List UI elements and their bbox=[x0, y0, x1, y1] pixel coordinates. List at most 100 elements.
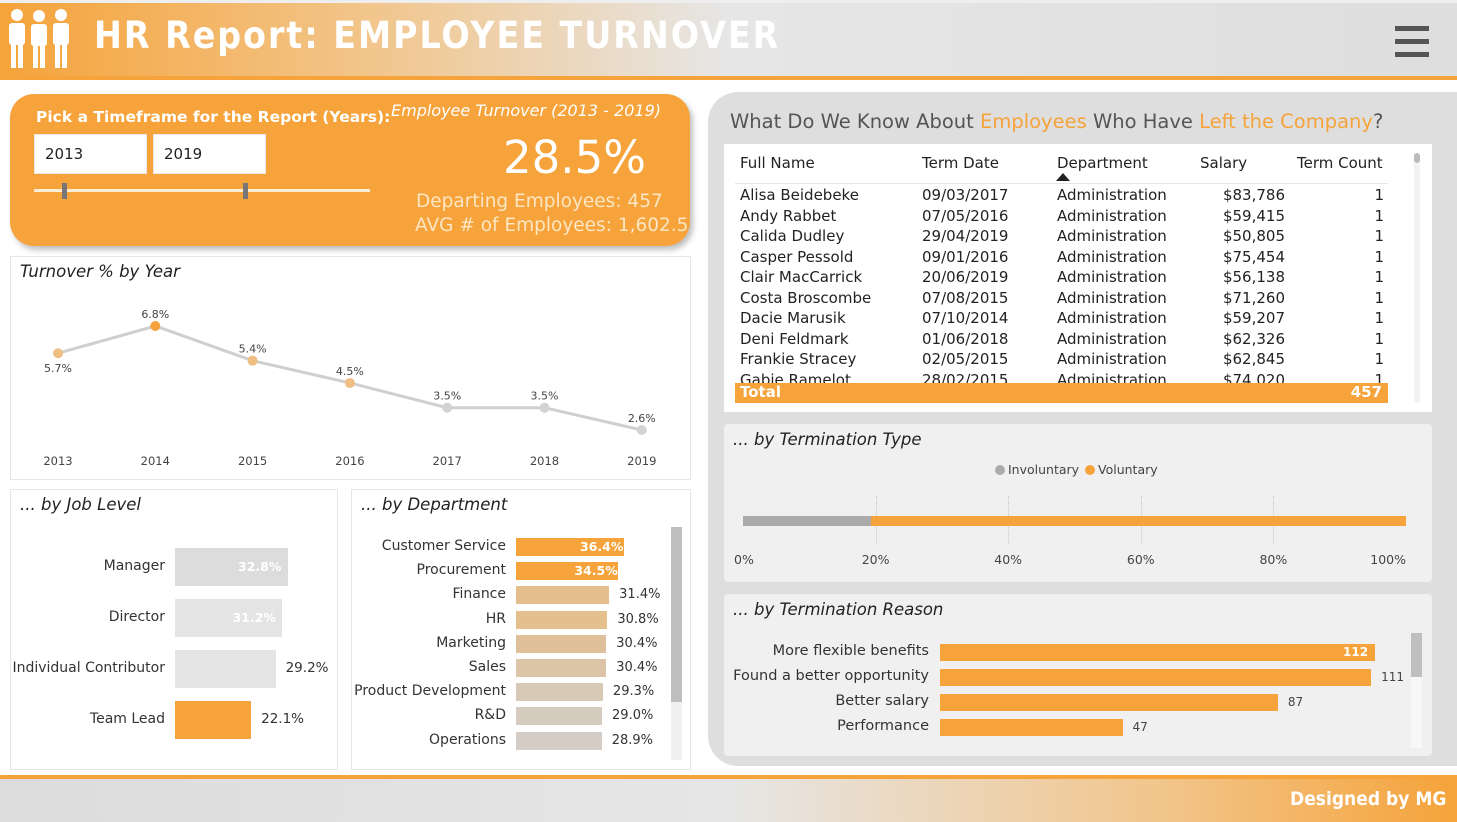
reason-scrollbar[interactable] bbox=[1411, 633, 1422, 748]
cell-salary: $59,415 bbox=[1222, 206, 1285, 225]
department-bar[interactable] bbox=[516, 731, 602, 750]
department-bar-chart: Customer Service 36.4% Procurement 34.5% Fin… bbox=[351, 489, 691, 770]
year-point[interactable] bbox=[636, 425, 647, 435]
reason-bar[interactable] bbox=[940, 644, 1375, 661]
table-row[interactable]: Dacie Marusik 07/10/2014 Administration $59… bbox=[730, 309, 1390, 329]
year-point[interactable] bbox=[247, 355, 258, 366]
page-title: HR Report: EMPLOYEE TURNOVER bbox=[94, 14, 781, 57]
year-tick-label: 2018 bbox=[530, 454, 559, 468]
department-scrollbar-thumb[interactable] bbox=[671, 527, 682, 702]
cell-term-count: 1 bbox=[1374, 309, 1384, 327]
joblevel-data-label: 29.2% bbox=[285, 660, 329, 676]
table-row[interactable]: Deni Feldmark 01/06/2018 Administration $62… bbox=[730, 330, 1390, 350]
header-bar bbox=[0, 0, 1457, 80]
cell-department: Administration bbox=[1057, 329, 1167, 348]
cell-department: Administration bbox=[1057, 350, 1167, 368]
department-category-label: R&D bbox=[474, 707, 506, 724]
cell-term-count: 1 bbox=[1374, 288, 1384, 307]
year-slider-track[interactable] bbox=[34, 189, 370, 192]
year-point[interactable] bbox=[539, 402, 550, 413]
department-bar[interactable] bbox=[516, 683, 603, 702]
joblevel-category-label: Team Lead bbox=[89, 711, 165, 727]
reason-bar[interactable] bbox=[940, 719, 1123, 736]
timeframe-label: Pick a Timeframe for the Report (Years): bbox=[36, 108, 391, 126]
reason-bar[interactable] bbox=[940, 694, 1278, 711]
department-data-label: 31.4% bbox=[619, 587, 661, 603]
hamburger-menu-icon[interactable] bbox=[1395, 26, 1429, 60]
cell-salary: $74,020 bbox=[1222, 370, 1285, 385]
joblevel-chart-title: ... by Job Level bbox=[20, 495, 141, 514]
cell-department: Administration bbox=[1057, 206, 1167, 225]
department-data-label: 29.3% bbox=[612, 684, 655, 700]
table-row[interactable]: Costa Broscombe 07/08/2015 Administration $… bbox=[730, 289, 1390, 309]
joblevel-bar[interactable] bbox=[175, 650, 276, 688]
reason-scrollbar-thumb[interactable] bbox=[1411, 633, 1422, 677]
col-header-department[interactable]: Department bbox=[1057, 154, 1148, 172]
table-row[interactable]: Frankie Stracey 02/05/2015 Administration $… bbox=[730, 350, 1390, 370]
year-data-label: 5.4% bbox=[239, 343, 267, 356]
avg-employees: AVG # of Employees: 1,602.5 bbox=[415, 215, 689, 236]
joblevel-bar[interactable] bbox=[175, 701, 252, 739]
table-row[interactable]: Calida Dudley 29/04/2019 Administration $50… bbox=[730, 227, 1390, 247]
table-row[interactable]: Gabie Ramelot 28/02/2015 Administration $74… bbox=[730, 371, 1390, 385]
reason-category-label: Better salary bbox=[835, 693, 929, 709]
termination-type-title: ... by Termination Type bbox=[733, 430, 922, 449]
cell-salary: $50,805 bbox=[1222, 227, 1285, 245]
department-bar[interactable] bbox=[516, 707, 603, 726]
department-bar[interactable] bbox=[516, 538, 624, 556]
year-data-label: 3.5% bbox=[433, 390, 461, 403]
year-point[interactable] bbox=[442, 402, 453, 413]
table-row[interactable]: Casper Pessold 09/01/2016 Administration $7… bbox=[730, 248, 1390, 268]
department-category-label: Operations bbox=[429, 731, 506, 748]
end-year-input[interactable]: 2019 bbox=[153, 134, 266, 174]
reason-category-label: More flexible benefits bbox=[772, 643, 929, 659]
department-bar[interactable] bbox=[516, 586, 610, 605]
year-point[interactable] bbox=[344, 377, 355, 388]
table-row[interactable]: Clair MacCarrick 20/06/2019 Administration… bbox=[730, 268, 1390, 288]
department-data-label: 29.0% bbox=[612, 708, 654, 724]
department-bar[interactable] bbox=[516, 659, 607, 677]
col-header-term-count[interactable]: Term Count bbox=[1297, 154, 1383, 172]
year-chart-panel bbox=[10, 256, 691, 480]
bar-voluntary[interactable] bbox=[870, 516, 1406, 526]
year-point[interactable] bbox=[150, 321, 161, 331]
joblevel-bar[interactable] bbox=[175, 548, 288, 586]
year-data-label: 2.6% bbox=[628, 412, 656, 425]
joblevel-bar[interactable] bbox=[175, 599, 283, 637]
cell-term-count: 1 bbox=[1374, 268, 1384, 286]
type-tick-label: 0% bbox=[734, 552, 754, 567]
department-category-label: Marketing bbox=[436, 634, 506, 651]
cell-full-name: Dacie Marusik bbox=[740, 309, 846, 327]
cell-term-date: 07/10/2014 bbox=[922, 309, 1009, 327]
reason-data-label: 87 bbox=[1287, 695, 1304, 709]
year-slider-start-handle[interactable] bbox=[62, 183, 67, 199]
year-point[interactable] bbox=[53, 348, 63, 359]
col-header-term-date[interactable]: Term Date bbox=[922, 154, 999, 172]
department-category-label: Customer Service bbox=[381, 538, 506, 554]
year-data-label: 4.5% bbox=[336, 365, 364, 378]
reason-bar[interactable] bbox=[940, 669, 1372, 686]
year-tick-label: 2019 bbox=[627, 454, 656, 468]
cell-full-name: Calida Dudley bbox=[740, 227, 845, 245]
year-chart-title: Turnover % by Year bbox=[20, 262, 180, 281]
reason-data-label: 47 bbox=[1132, 720, 1148, 734]
year-data-label: 5.7% bbox=[44, 362, 72, 375]
table-scrollbar-thumb[interactable] bbox=[1414, 153, 1420, 163]
joblevel-data-label: 22.1% bbox=[261, 711, 305, 727]
table-row[interactable]: Alisa Beidebeke 09/03/2017 Administration $… bbox=[730, 186, 1390, 206]
department-bar[interactable] bbox=[516, 634, 607, 653]
col-header-salary[interactable]: Salary bbox=[1200, 154, 1248, 172]
department-bar[interactable] bbox=[516, 562, 619, 581]
department-data-label: 36.4% bbox=[580, 539, 624, 554]
col-header-full-name[interactable]: Full Name bbox=[740, 154, 815, 172]
year-tick-label: 2017 bbox=[433, 454, 462, 468]
department-bar[interactable] bbox=[516, 610, 608, 629]
cell-term-date: 09/03/2017 bbox=[922, 186, 1009, 204]
year-slider-end-handle[interactable] bbox=[243, 183, 248, 199]
bar-involuntary[interactable] bbox=[743, 516, 871, 526]
table-row[interactable]: Andy Rabbet 07/05/2016 Administration $59,4… bbox=[730, 207, 1390, 227]
table-scrollbar[interactable] bbox=[1414, 153, 1420, 403]
cell-full-name: Alisa Beidebeke bbox=[740, 186, 859, 204]
year-line-chart: 5.7% 2013 6.8% 2014 5.4% 2015 4.5% 2016 3.5% 2017… bbox=[43, 308, 656, 468]
start-year-input[interactable]: 2013 bbox=[34, 134, 147, 174]
